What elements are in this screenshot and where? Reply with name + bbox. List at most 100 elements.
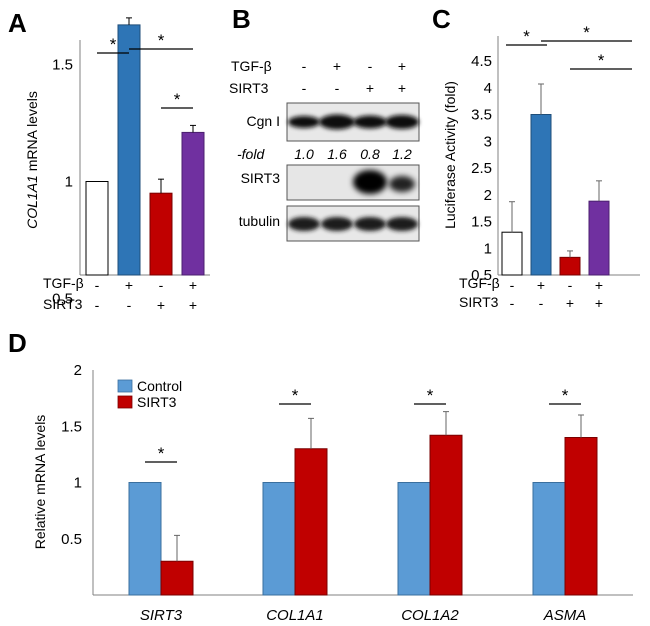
panel-c-tick-label: 0.5	[471, 267, 492, 284]
blot-tgf-sign: -	[302, 58, 307, 74]
panel-d-legend: Control SIRT3	[117, 378, 182, 410]
panel-d-significance-star: *	[158, 444, 165, 463]
panel-c-tick-label: 1	[484, 240, 492, 257]
panel-a-sirt3-sign: +	[157, 297, 165, 313]
blot-tgf-sign: +	[398, 58, 406, 74]
panel-d-tick-label: 1	[74, 475, 82, 492]
panel-a-significance-star: *	[174, 90, 181, 109]
panel-c-y-label: Luciferase Activity (fold)	[442, 81, 458, 229]
legend-label-control: Control	[137, 378, 182, 394]
blot-fold-value: 1.2	[392, 146, 412, 162]
panel-a-sirt3-row-label: SIRT3	[43, 296, 83, 312]
panel-c-sirt3-sign: -	[539, 295, 544, 311]
blot-fold-value: 0.8	[360, 146, 380, 162]
panel-a-y-label: COL1A1 mRNA levels	[24, 91, 40, 229]
blot-band-sirt3	[353, 170, 387, 194]
panel-c-tick-label: 4.5	[471, 53, 492, 70]
blot-tgf-sign: +	[333, 58, 341, 74]
panel-a-tick-label: 0.5	[52, 290, 73, 307]
blot-band-tubulin	[288, 217, 320, 231]
panel-d-significance-star: *	[427, 386, 434, 405]
panel-c-tgf-sign: +	[537, 277, 545, 293]
panel-a-tick-label: 1.5	[52, 57, 73, 74]
blot-band-tubulin	[386, 217, 418, 231]
panel-d-bar	[160, 560, 194, 596]
panel-d-tick-label: 0.5	[61, 531, 82, 548]
panel-a-bar	[85, 181, 109, 276]
blot-sirt3-sign: +	[398, 80, 406, 96]
panel-c-tgf-sign: +	[595, 277, 603, 293]
panel-d-significance-star: *	[562, 386, 569, 405]
blot-sirt3-sign: +	[366, 80, 374, 96]
panel-c-bar	[588, 200, 610, 276]
blot-fold-value: 1.0	[294, 146, 314, 162]
blot-label-tubulin: tubulin	[239, 213, 280, 229]
panel-a-bar	[117, 24, 141, 276]
legend-swatch-control	[117, 379, 133, 393]
panel-label-d: D	[8, 328, 27, 358]
panel-c-sirt3-sign: +	[595, 295, 603, 311]
panel-c-tick-label: 3	[484, 133, 492, 150]
panel-a-sirt3-sign: -	[127, 297, 132, 313]
panel-c-tick-label: 4	[484, 80, 492, 97]
panel-c-sirt3-sign: +	[566, 295, 574, 311]
panel-c-sirt3-row-label: SIRT3	[459, 294, 499, 310]
panel-a-significance-star: *	[110, 35, 117, 54]
panel-c-tgf-sign: -	[568, 277, 573, 293]
panel-a-tgf-sign: -	[95, 277, 100, 293]
panel-a-tgf-row-label: TGF-β	[43, 275, 84, 291]
blot-band-cgn1	[319, 114, 355, 130]
panel-c-significance-star: *	[598, 51, 605, 70]
panel-d-significance-star: *	[292, 386, 299, 405]
panel-c-tick-label: 2	[484, 187, 492, 204]
panel-d-category-label: COL1A1	[266, 607, 324, 624]
panel-d-bar	[564, 437, 598, 596]
panel-c-significance-star: *	[583, 23, 590, 42]
panel-c-chart: 0.5 1 1.5 2 2.5 3 3.5 4 4.5 * * * Luciferase Activ…	[442, 23, 640, 311]
panel-label-b: B	[232, 4, 251, 34]
blot-sirt3-sign: -	[302, 80, 307, 96]
blot-band-tubulin	[354, 217, 386, 231]
blot-band-tubulin	[321, 217, 353, 231]
panel-c-tgf-row-label: TGF-β	[459, 275, 500, 291]
panel-d-category-label: ASMA	[543, 607, 587, 624]
panel-c-tick-label: 2.5	[471, 160, 492, 177]
panel-c-sirt3-sign: -	[510, 295, 515, 311]
panel-d-bar	[429, 434, 463, 596]
panel-a-tgf-sign: +	[125, 277, 133, 293]
panel-d-chart: 0.5 1 1.5 2 * * * * SIRT3 COL1A1 COL1A2 ASMA Rela…	[32, 362, 633, 624]
panel-label-a: A	[8, 8, 27, 38]
panel-d-bar	[294, 448, 328, 596]
panel-c-tgf-sign: -	[510, 277, 515, 293]
panel-a-chart: 0.511.52 *** COL1A1 mRNA levels TGF-β SI…	[24, 17, 210, 313]
panel-c-significance-star: *	[523, 27, 530, 46]
panel-d-category-label: SIRT3	[140, 607, 183, 624]
blot-band-cgn1	[353, 115, 387, 129]
legend-swatch-sirt3	[117, 395, 133, 409]
blot-band-cgn1	[288, 116, 320, 128]
legend-label-sirt3: SIRT3	[137, 394, 177, 410]
panel-d-tick-label: 1.5	[61, 418, 82, 435]
panel-a-tick-label: 1	[65, 174, 73, 191]
panel-d-y-label: Relative mRNA levels	[32, 415, 48, 550]
blot-tgf-row-label: TGF-β	[231, 58, 272, 74]
panel-d-bar	[262, 482, 296, 596]
panel-a-bar	[181, 131, 205, 276]
panel-a-significance-star: *	[158, 31, 165, 50]
panel-a-sirt3-sign: -	[95, 297, 100, 313]
blot-band-sirt3	[389, 176, 415, 192]
panel-c-bar	[559, 256, 581, 276]
blot-sirt3-row-label: SIRT3	[229, 80, 269, 96]
blot-label-cgn1: Cgn I	[247, 113, 280, 129]
panel-b-western-blot: TGF-β SIRT3 - - + - - + + + Cgn I -fold 1.0 1.6 0…	[229, 58, 420, 242]
panel-a-sirt3-sign: +	[189, 297, 197, 313]
blot-band-cgn1	[385, 115, 419, 129]
panel-c-tick-label: 3.5	[471, 107, 492, 124]
panel-a-bar	[149, 192, 173, 276]
panel-d-bar	[397, 482, 431, 596]
panel-c-bar	[530, 114, 552, 276]
panel-d-bar	[128, 482, 162, 596]
panel-c-tick-label: 1.5	[471, 214, 492, 231]
panel-label-c: C	[432, 4, 451, 34]
